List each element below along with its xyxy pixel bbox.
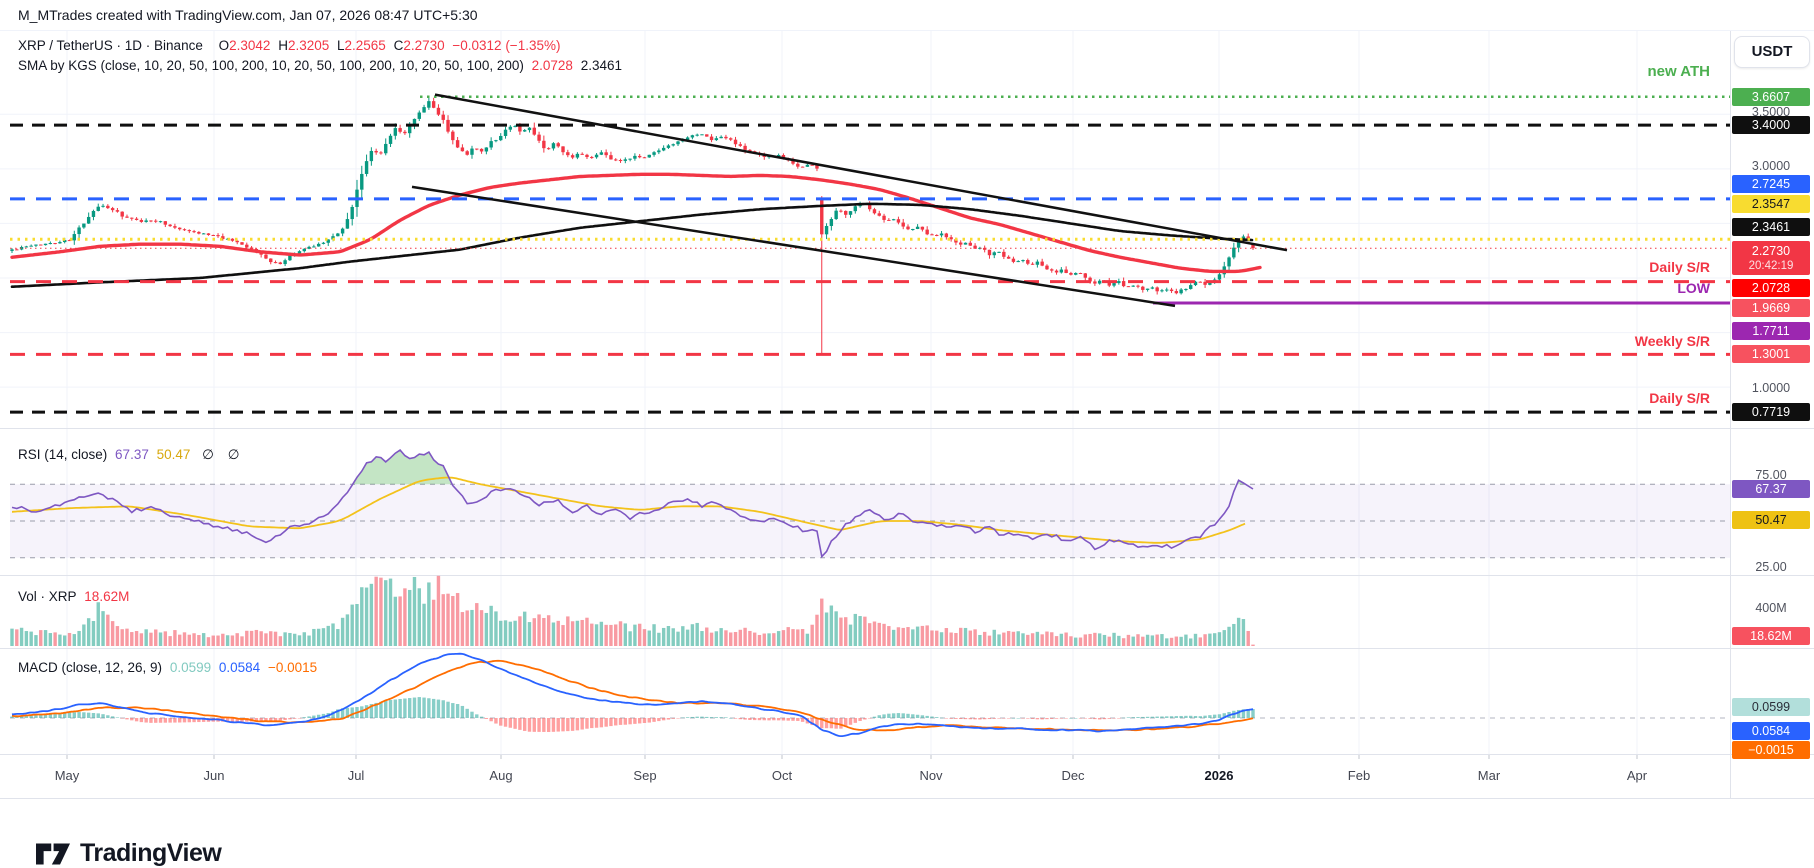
chart-annotation: new ATH (1647, 62, 1711, 80)
rsi-value: 67.37 (115, 447, 149, 462)
open-label: O (218, 38, 230, 53)
price-scale-label: 1.3001 (1732, 345, 1810, 363)
volume-legend-row: Vol · XRP 18.62M (18, 589, 133, 604)
sma-title: SMA by KGS (close, 10, 20, 50, 100, 200,… (18, 58, 524, 73)
price-scale-label: 18.62M (1732, 627, 1810, 645)
symbol-legend-row[interactable]: XRP / TetherUS · 1D · Binance O2.3042 H2… (18, 38, 564, 53)
rsi-ma-value: 50.47 (156, 447, 191, 462)
time-axis-label: May (54, 768, 80, 783)
high-value: 2.3205 (287, 38, 330, 53)
low-value: 2.2565 (344, 38, 386, 53)
tradingview-logo-text: TradingView (80, 839, 222, 867)
high-label: H (278, 38, 288, 53)
close-label: C (393, 38, 404, 53)
price-scale-label: 1.7711 (1732, 322, 1810, 340)
price-scale-label: 25.00 (1755, 560, 1787, 574)
sma-black-value: 2.3461 (580, 58, 622, 73)
macd-title: MACD (close, 12, 26, 9) (18, 660, 163, 675)
rsi-empty-input-2: ∅ (227, 447, 240, 462)
macd-signal-value: −0.0015 (267, 660, 318, 675)
time-axis-label: Mar (1477, 768, 1501, 783)
tradingview-logo[interactable]: TradingView (36, 839, 222, 868)
price-scale-label: 67.37 (1732, 480, 1810, 498)
bar-countdown-timer: 20:42:19 (1748, 260, 1794, 272)
current-price-label: 2.2730 20:42:19 (1732, 241, 1810, 275)
change-value: −0.0312 (−1.35%) (452, 38, 561, 53)
volume-title: Vol · XRP (18, 589, 77, 604)
time-axis-label: Dec (1061, 768, 1085, 783)
price-scale-label: 1.9669 (1732, 299, 1810, 317)
time-axis-label: Apr (1626, 768, 1648, 783)
rsi-empty-input-1: ∅ (202, 447, 214, 462)
current-price-value: 2.2730 (1751, 244, 1791, 258)
price-scale-label: 0.0584 (1732, 722, 1810, 740)
price-scale-label: 2.0728 (1732, 279, 1810, 297)
time-axis-label: Oct (771, 768, 793, 783)
macd-hist-value: 0.0599 (169, 660, 212, 675)
price-scale-label: 1.0000 (1751, 381, 1791, 395)
chart-annotation: LOW (1677, 280, 1710, 296)
sma-legend-row: SMA by KGS (close, 10, 20, 50, 100, 200,… (18, 58, 626, 73)
time-axis-label: Jul (347, 768, 365, 783)
open-value: 2.3042 (229, 38, 271, 53)
price-scale-label: 75.00 (1755, 468, 1787, 482)
time-axis-label: Sep (633, 768, 657, 783)
macd-line-value: 0.0584 (218, 660, 261, 675)
price-scale-label: −0.0015 (1732, 741, 1810, 759)
macd-legend-row: MACD (close, 12, 26, 9) 0.0599 0.0584 −0… (18, 660, 321, 675)
tradingview-logo-icon (36, 842, 70, 865)
sma-red-value: 2.0728 (531, 58, 573, 73)
price-scale-label: 50.47 (1732, 511, 1810, 529)
price-scale-label: 2.7245 (1732, 175, 1810, 193)
volume-value: 18.62M (84, 589, 130, 604)
currency-toggle-button[interactable]: USDT (1734, 36, 1810, 68)
close-value: 2.2730 (403, 38, 445, 53)
chart-annotation: Daily S/R (1649, 259, 1710, 275)
price-scale-label: 400M (1755, 601, 1787, 615)
time-axis-label: Jun (203, 768, 225, 783)
price-scale-label: 3.5000 (1751, 105, 1791, 119)
price-scale-label: 2.3461 (1732, 218, 1810, 236)
price-scale-label: 0.0599 (1732, 698, 1810, 716)
creation-note: M_MTrades created with TradingView.com, … (18, 7, 478, 23)
time-axis-label: 2026 (1204, 768, 1234, 783)
price-scale-label: 2.3547 (1732, 195, 1810, 213)
chart-annotation: Weekly S/R (1634, 333, 1710, 349)
price-scale-label: 3.6607 (1732, 88, 1810, 106)
symbol-title[interactable]: XRP / TetherUS · 1D · Binance (18, 38, 203, 53)
time-axis-label: Nov (919, 768, 943, 783)
time-axis-label: Aug (489, 768, 513, 783)
rsi-legend-row: RSI (14, close) 67.37 50.47 ∅ ∅ (18, 447, 243, 463)
rsi-title: RSI (14, close) (18, 447, 108, 462)
price-scale-label: 3.4000 (1732, 116, 1810, 134)
price-scale-label: 0.7719 (1732, 403, 1810, 421)
chart-annotation: Daily S/R (1649, 390, 1710, 406)
low-label: L (337, 38, 345, 53)
time-axis-label: Feb (1347, 768, 1371, 783)
price-scale-label: 3.0000 (1751, 159, 1791, 173)
